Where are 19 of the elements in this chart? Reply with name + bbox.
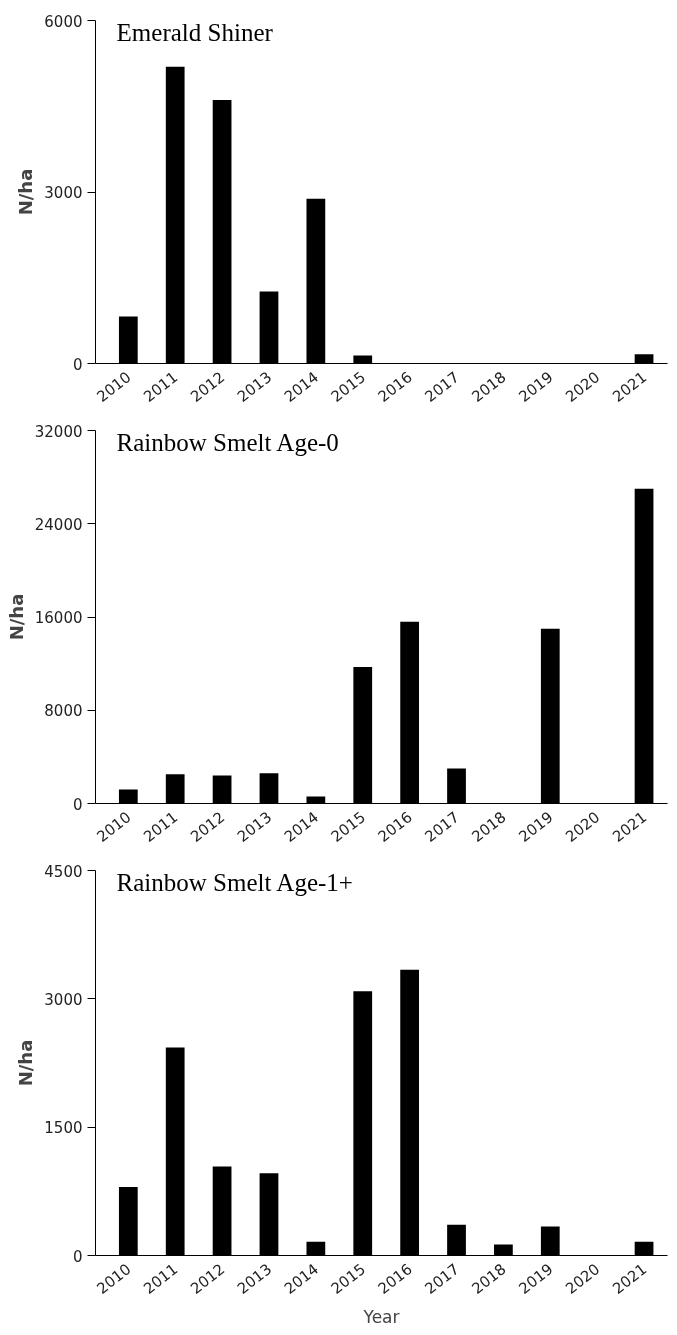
y-axis-title: N/ha [15,1039,37,1087]
chart-title: Rainbow Smelt Age-1+ [116,868,353,896]
y-tick-label: 8000 [44,702,83,721]
chart-title: Rainbow Smelt Age-0 [116,428,339,456]
y-tick-label: 1500 [44,1119,83,1138]
chart-title: Emerald Shiner [116,18,274,46]
y-tick-label: 6000 [44,12,83,31]
y-tick-label: 3000 [44,990,83,1009]
x-axis-title: Year [362,1307,400,1328]
y-tick-label: 4500 [44,862,83,881]
y-axis-title: N/ha [15,168,37,216]
y-tick-label: 0 [72,795,83,814]
y-tick-label: 24000 [34,515,83,534]
y-tick-label: 0 [72,1247,83,1266]
y-tick-label: 16000 [34,609,83,627]
y-axis-title: N/ha [5,593,27,641]
y-tick-label: 0 [72,355,83,374]
y-tick-label: 32000 [34,422,83,441]
y-tick-label: 3000 [44,184,83,202]
